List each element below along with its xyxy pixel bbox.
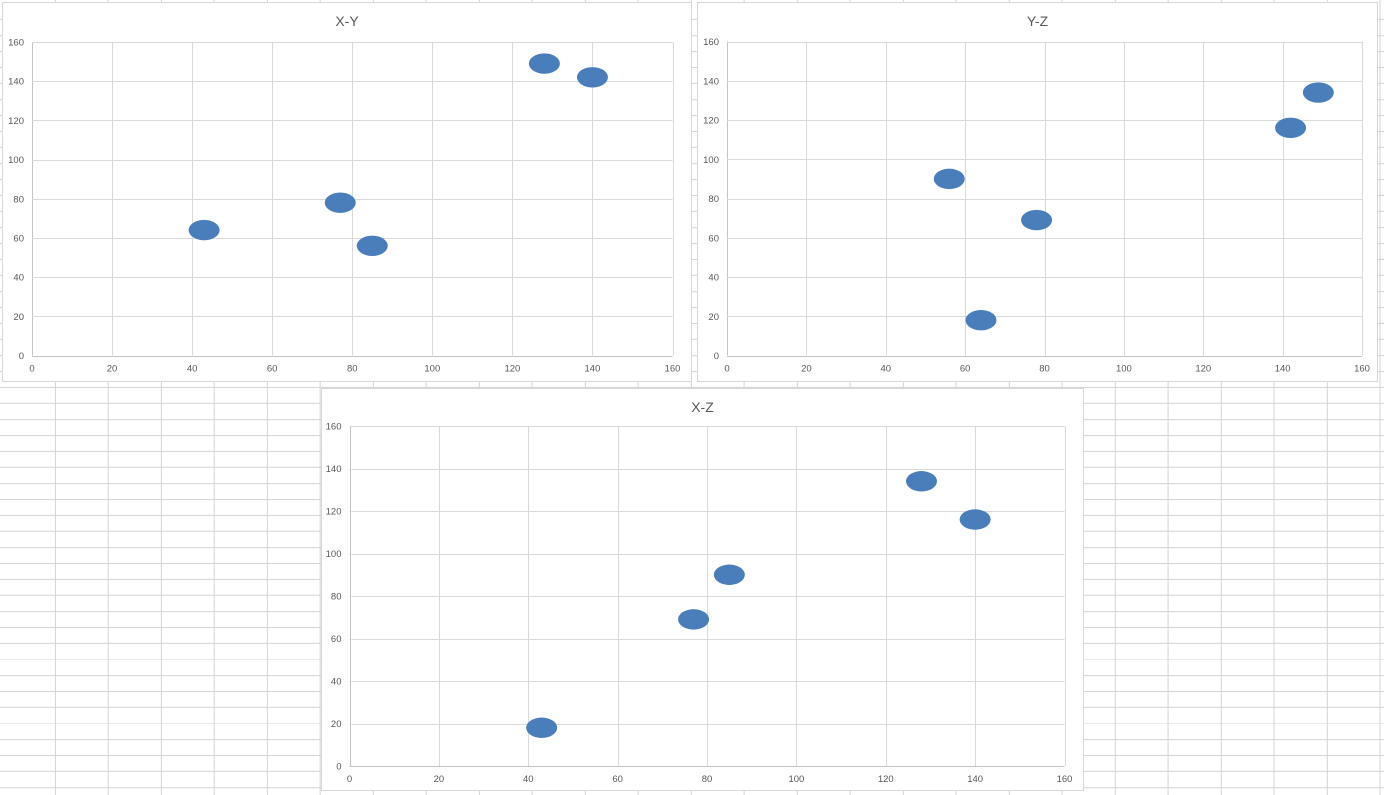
x-axis-tick-label: 60 — [267, 364, 278, 375]
x-axis-tick-label: 60 — [612, 774, 623, 785]
plot-area[interactable] — [727, 41, 1362, 356]
y-axis-tick-label: 20 — [331, 719, 342, 730]
chart-xy-plot: 0 20 40 60 80 100 120 140 160 0 20 40 60 80 100 120 140 1… — [8, 38, 681, 375]
y-axis-tick-label: 20 — [708, 312, 719, 323]
data-point-marker[interactable] — [576, 67, 608, 88]
y-axis-tick-label: 100 — [326, 549, 342, 560]
x-axis-tick-label: 0 — [724, 364, 729, 375]
y-axis-tick-label: 60 — [331, 634, 342, 645]
x-axis-tick-label: 40 — [523, 774, 534, 785]
data-point-marker[interactable] — [188, 219, 220, 241]
x-axis-tick-label: 80 — [347, 364, 358, 375]
x-axis-tick-label: 100 — [1116, 364, 1132, 375]
chart-yz[interactable]: Y-Z 0 20 40 60 80 100 120 140 160 0 20 40 60 80 100 120… — [697, 2, 1378, 382]
y-axis-tick-label: 40 — [331, 677, 342, 688]
y-axis-tick-label: 100 — [703, 155, 719, 166]
y-axis-tick-label: 0 — [336, 762, 341, 773]
data-point-marker[interactable] — [959, 509, 991, 530]
y-axis-tick-label: 40 — [13, 273, 24, 284]
x-axis-tick-label: 80 — [702, 774, 713, 785]
x-axis-tick-label: 140 — [585, 364, 601, 375]
x-axis-tick-label: 40 — [880, 364, 891, 375]
y-axis-tick-label: 160 — [8, 38, 24, 49]
data-point-marker[interactable] — [526, 717, 558, 738]
x-axis-tick-label: 140 — [967, 774, 983, 785]
data-point-marker[interactable] — [528, 53, 560, 74]
y-axis-tick-label: 140 — [326, 464, 342, 475]
y-axis-tick-label: 100 — [8, 155, 24, 166]
data-point-marker[interactable] — [906, 471, 937, 492]
x-axis-tick-label: 140 — [1275, 364, 1291, 375]
chart-yz-plot: 0 20 40 60 80 100 120 140 160 0 20 40 60 80 100 120 140 1… — [703, 37, 1370, 375]
x-axis-tick-label: 100 — [424, 364, 440, 375]
x-axis-tick-label: 80 — [1039, 364, 1050, 375]
y-axis-tick-label: 120 — [703, 116, 719, 127]
y-axis-tick-label: 0 — [714, 351, 719, 362]
y-axis-tick-label: 160 — [326, 422, 342, 433]
y-axis-tick-label: 0 — [19, 351, 24, 362]
y-axis-tick-label: 40 — [708, 273, 719, 284]
x-axis-tick-label: 20 — [801, 364, 812, 375]
y-axis-tick-label: 80 — [708, 194, 719, 205]
x-axis-tick-label: 20 — [434, 774, 445, 785]
y-axis-tick-label: 80 — [13, 194, 24, 205]
data-point-marker[interactable] — [678, 609, 710, 630]
y-axis-tick-label: 160 — [703, 37, 719, 48]
y-axis-tick-label: 140 — [8, 77, 24, 88]
data-point-marker[interactable] — [965, 309, 997, 331]
x-axis-tick-label: 60 — [960, 364, 971, 375]
y-axis-tick-label: 120 — [8, 116, 24, 127]
y-axis-tick-label: 60 — [708, 233, 719, 244]
x-axis-tick-label: 120 — [504, 364, 520, 375]
x-axis-tick-label: 40 — [187, 364, 198, 375]
chart-title[interactable]: X-Z — [691, 399, 714, 415]
data-point-marker[interactable] — [324, 192, 356, 213]
chart-xz-plot: 0 20 40 60 80 100 120 140 160 0 20 40 60 80 100 120 140 1… — [326, 422, 1073, 786]
x-axis-tick-label: 160 — [1057, 774, 1073, 785]
data-point-marker[interactable] — [713, 564, 745, 585]
x-axis-tick-label: 160 — [1354, 364, 1370, 375]
x-axis-tick-label: 0 — [347, 774, 352, 785]
data-point-marker[interactable] — [1302, 82, 1334, 103]
data-point-marker[interactable] — [933, 168, 965, 190]
y-axis-tick-label: 20 — [13, 312, 24, 323]
data-point-marker[interactable] — [1021, 209, 1053, 231]
chart-title[interactable]: Y-Z — [1026, 13, 1049, 29]
data-point-marker[interactable] — [1275, 117, 1307, 139]
y-axis-tick-label: 60 — [13, 233, 24, 244]
y-axis-tick-label: 120 — [326, 507, 342, 518]
x-axis-tick-label: 20 — [107, 364, 118, 375]
x-axis-tick-label: 0 — [29, 364, 34, 375]
x-axis-tick-label: 120 — [1195, 364, 1211, 375]
data-point-marker[interactable] — [356, 235, 388, 256]
y-axis-tick-label: 140 — [703, 76, 719, 87]
x-axis-tick-label: 120 — [878, 774, 894, 785]
chart-xz[interactable]: X-Z 0 20 40 60 80 100 120 140 160 0 20 40 60 80 100 120… — [321, 388, 1084, 791]
chart-xy[interactable]: X-Y 0 20 40 60 80 100 120 140 160 0 20 40 60 80 100 120… — [2, 2, 692, 382]
x-axis-tick-label: 160 — [665, 364, 681, 375]
chart-title[interactable]: X-Y — [335, 13, 359, 29]
y-axis-tick-label: 80 — [331, 592, 342, 603]
x-axis-tick-label: 100 — [788, 774, 804, 785]
